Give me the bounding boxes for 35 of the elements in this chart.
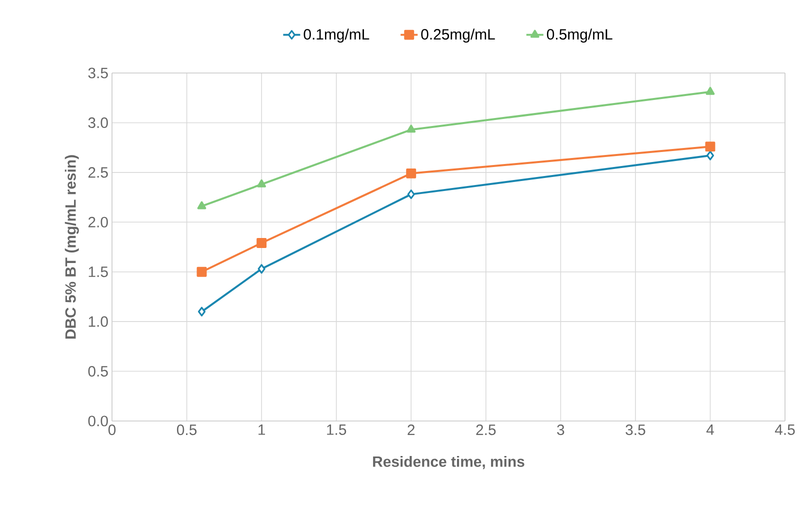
y-tick-label: 3.0: [88, 117, 108, 128]
point: [257, 179, 266, 188]
y-tick-label: 1.0: [88, 316, 108, 327]
y-tick-label: 0.5: [88, 366, 108, 377]
point: [198, 306, 206, 316]
point: [406, 124, 416, 133]
y-tick-label: 1.5: [88, 266, 108, 278]
point: [258, 264, 266, 274]
point: [197, 201, 206, 210]
x-tick-label: 2: [408, 424, 415, 435]
point: [705, 142, 716, 152]
legend-label: 0.5mg/mL: [546, 28, 612, 43]
x-tick-label: 4.5: [774, 424, 795, 435]
point: [706, 86, 715, 95]
x-tick-label: 0: [108, 424, 116, 436]
point: [407, 190, 415, 200]
y-tick-label: 3.5: [88, 68, 108, 78]
x-tick-label: 3: [557, 424, 564, 436]
point: [256, 238, 267, 248]
x-tick-label: 1.5: [327, 424, 346, 435]
legend-label: 0.25mg/mL: [421, 28, 495, 43]
point: [706, 150, 714, 160]
y-tick-label: 2.0: [88, 216, 108, 228]
point: [196, 266, 207, 277]
x-axis-title: Residence time, mins: [373, 456, 524, 470]
x-tick-label: 2.5: [476, 424, 496, 436]
x-tick-label: 4: [706, 424, 714, 435]
x-tick-label: 0.5: [176, 424, 197, 436]
y-tick-label: 0.0: [88, 416, 108, 426]
y-tick-label: 2.5: [88, 167, 108, 178]
x-tick-label: 1: [258, 424, 265, 435]
x-tick-label: 3.5: [626, 424, 646, 436]
legend-label: 0.1mg/mL: [304, 28, 370, 43]
y-axis-title: DBC 5% BT (mg/mL resin): [64, 155, 79, 339]
point: [406, 168, 416, 178]
